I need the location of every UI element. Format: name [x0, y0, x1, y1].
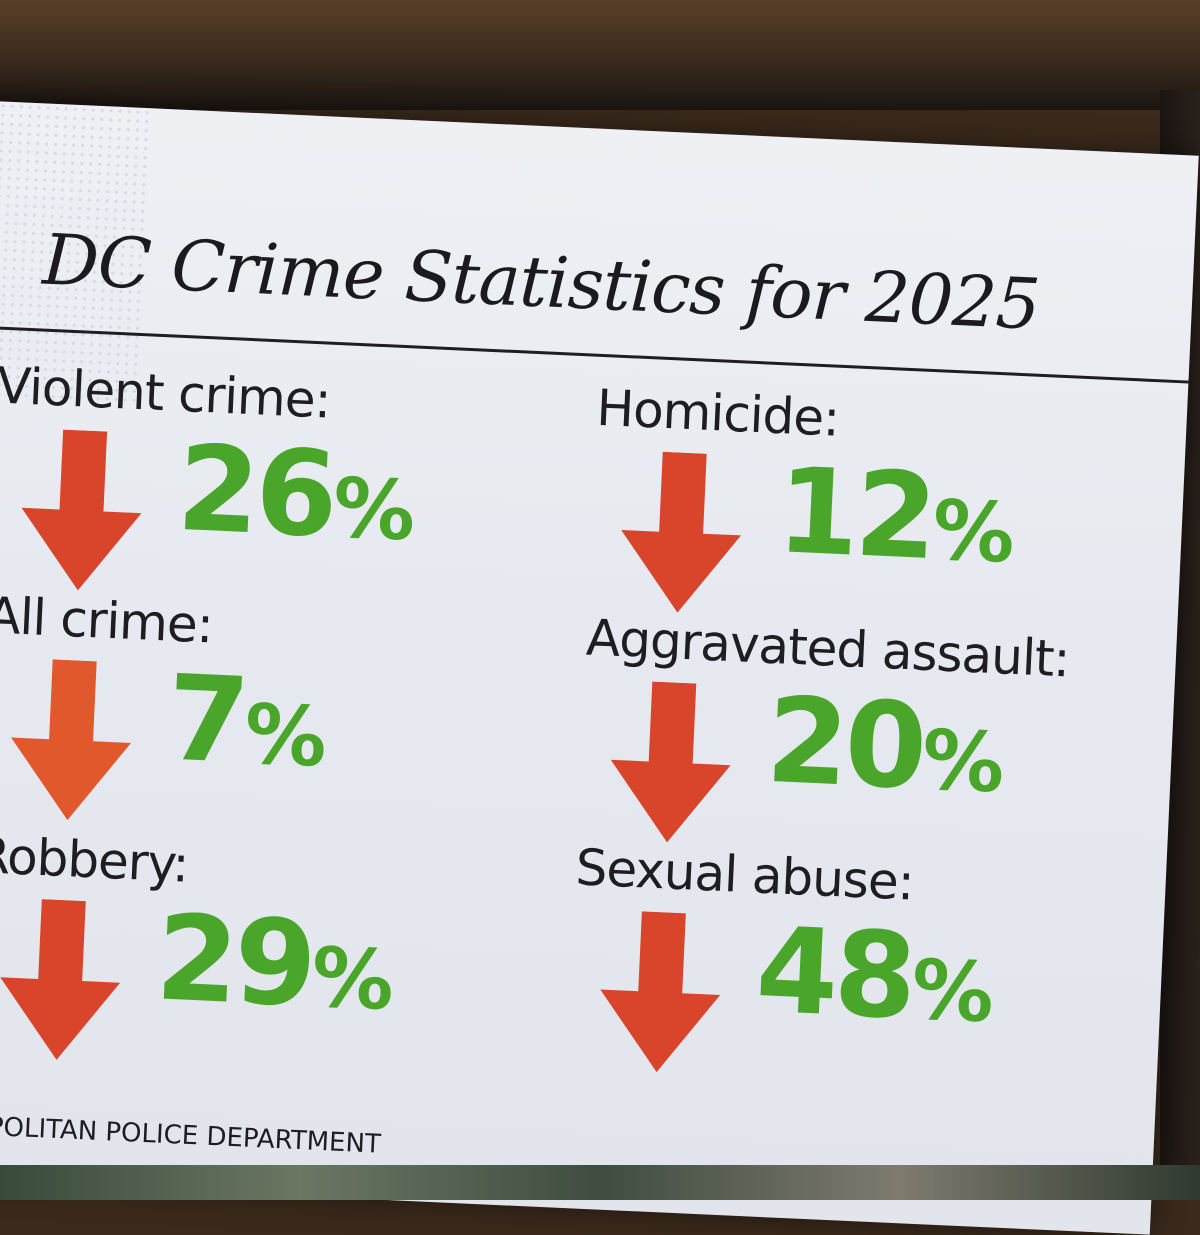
slide-title: DC Crime Statistics for 2025: [40, 218, 1042, 346]
stat-value: 29%: [153, 888, 396, 1034]
down-arrow-icon: [610, 681, 731, 843]
down-arrow-icon: [0, 899, 121, 1060]
down-arrow-icon: [11, 659, 131, 821]
down-arrow-icon: [21, 429, 142, 591]
stat-label: Homicide:: [595, 378, 841, 448]
stat-value: 26%: [174, 418, 418, 564]
stat-label: Robbery:: [0, 826, 190, 894]
stat-label: Sexual abuse:: [574, 838, 915, 912]
source-credit: TROPOLITAN POLICE DEPARTMENT: [0, 1109, 382, 1160]
down-arrow-icon: [600, 911, 721, 1073]
bottom-photo-strip: [0, 1165, 1200, 1200]
down-arrow-icon: [621, 451, 742, 613]
stat-value: 20%: [763, 670, 1007, 816]
stat-value: 48%: [753, 900, 997, 1046]
stat-label: Violent crime:: [0, 356, 332, 430]
stat-label: All crime:: [0, 586, 214, 655]
monitor-bezel-top: [0, 0, 1200, 110]
slide-screen: DC Crime Statistics for 2025 Violent cri…: [0, 100, 1199, 1235]
stat-value: 12%: [774, 441, 1017, 587]
stat-value: 7%: [164, 648, 329, 791]
